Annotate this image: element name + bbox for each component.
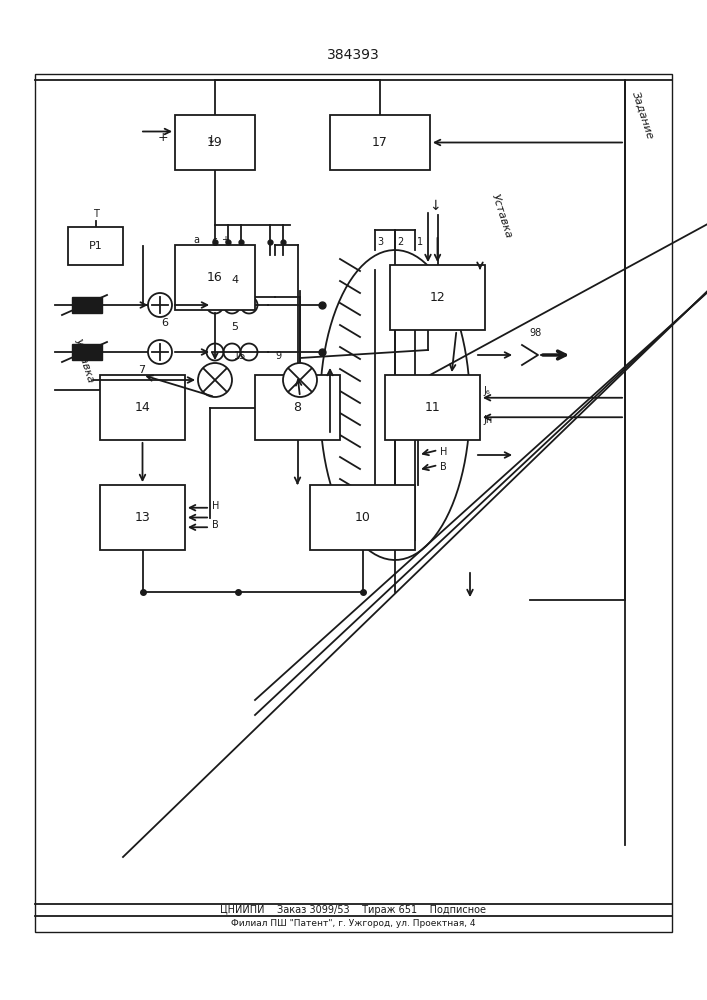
Text: 7: 7: [139, 365, 146, 375]
Bar: [175, 245, 255, 310]
Text: J₆: J₆: [483, 386, 490, 396]
Bar: [35, 74, 672, 932]
Text: 4: 4: [231, 275, 238, 285]
Text: ЦНИИПИ    Заказ 3099/53    Тираж 651    Подписное: ЦНИИПИ Заказ 3099/53 Тираж 651 Подписное: [220, 905, 486, 915]
Text: H: H: [440, 447, 448, 457]
Text: 3: 3: [377, 237, 383, 247]
Text: T: T: [93, 209, 98, 219]
Text: Jн: Jн: [483, 415, 492, 425]
Bar: [310, 485, 415, 550]
Text: Задание: Задание: [630, 90, 655, 140]
Text: 10: 10: [355, 511, 370, 524]
Text: 15: 15: [234, 351, 246, 361]
Text: 16: 16: [207, 271, 223, 284]
Text: 9: 9: [275, 351, 281, 361]
Text: H: H: [212, 501, 219, 511]
Text: 19: 19: [207, 136, 223, 149]
Text: ↓: ↓: [206, 135, 216, 145]
Bar: [100, 375, 185, 440]
Text: Уставка: Уставка: [490, 193, 514, 240]
Text: 13: 13: [134, 511, 151, 524]
Circle shape: [148, 340, 172, 364]
Bar: [385, 375, 480, 440]
Text: б: б: [211, 238, 217, 248]
Text: B: B: [212, 520, 218, 530]
Text: Уставка: Уставка: [72, 338, 96, 385]
Text: 17: 17: [372, 136, 388, 149]
Text: ↓: ↓: [428, 199, 440, 213]
Bar: [330, 115, 430, 170]
Text: 98: 98: [529, 328, 541, 338]
Text: 384393: 384393: [327, 48, 380, 62]
Text: P1: P1: [88, 241, 103, 251]
Text: +: +: [221, 235, 229, 245]
Text: 6: 6: [161, 318, 168, 328]
Text: 11: 11: [425, 401, 440, 414]
Bar: [100, 485, 185, 550]
Text: 8: 8: [293, 401, 301, 414]
Circle shape: [198, 363, 232, 397]
Text: Филиал ПШ "Патент", г. Ужгород, ул. Проектная, 4: Филиал ПШ "Патент", г. Ужгород, ул. Прое…: [230, 918, 475, 928]
Text: 5: 5: [231, 322, 238, 332]
Text: 1: 1: [417, 237, 423, 247]
Circle shape: [283, 363, 317, 397]
Text: B: B: [440, 462, 447, 472]
Text: a: a: [193, 235, 199, 245]
Text: 14: 14: [134, 401, 151, 414]
Text: +: +: [158, 131, 168, 144]
Bar: [390, 265, 485, 330]
Bar: [72, 344, 102, 360]
Circle shape: [148, 293, 172, 317]
Bar: [68, 227, 123, 265]
Bar: [72, 297, 102, 313]
Bar: [175, 115, 255, 170]
Text: 2: 2: [397, 237, 403, 247]
Bar: [255, 375, 340, 440]
Text: 12: 12: [430, 291, 445, 304]
